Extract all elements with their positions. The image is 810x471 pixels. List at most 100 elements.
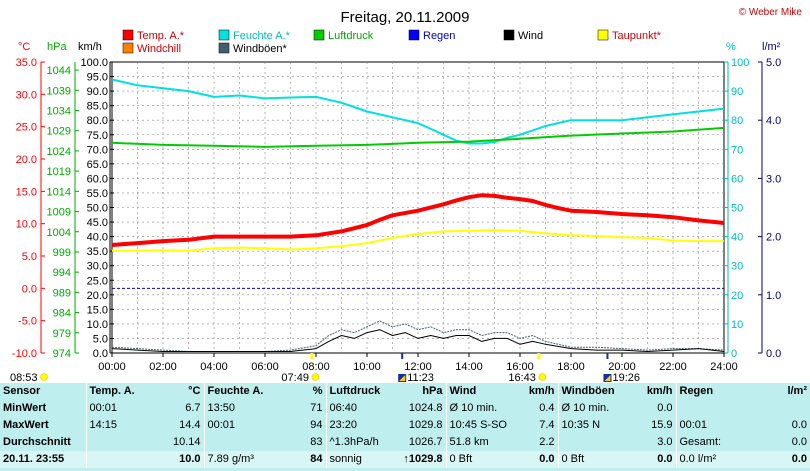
x-tick-label: 16:00 [506, 361, 534, 373]
stat-cell: km/h [638, 383, 677, 400]
tick-label-humidity: 100 [731, 57, 749, 69]
right-strip [800, 30, 810, 360]
stat-cell: Wind [449, 385, 477, 397]
tick-label-wind: 10.0 [87, 319, 108, 331]
tick-label-humidity: 30 [731, 261, 743, 273]
x-tick-label: 12:00 [404, 361, 432, 373]
tick-label-pressure: 984 [53, 308, 71, 320]
tick-label-pressure: 1014 [47, 186, 71, 198]
stat-cell: 3.0 [638, 434, 677, 451]
stat-cell: Regen [679, 385, 714, 397]
tick-label-rain: 2.0 [766, 232, 781, 244]
moon-phase [604, 375, 611, 381]
tick-label-wind: 90.0 [87, 86, 108, 98]
y-axes: 35.0 30.0 25.0 20.0 15.0 10.0 5.0 0.0 -5.0 -10.0 1… [12, 57, 781, 360]
stat-cell [86, 451, 144, 468]
stat-cell: sonnig [329, 453, 362, 465]
tick-label-rain: 0.0 [766, 348, 781, 360]
statistics-panel: Sensor Temp. A. °C Feuchte A.% Luftdruck hPa W… [0, 383, 810, 471]
stat-cell: MaxWert [0, 417, 87, 434]
tick-label-pressure: 1024 [47, 146, 71, 158]
tick-label-temp: 15.0 [16, 186, 37, 198]
x-tick-label: 22:00 [659, 361, 687, 373]
x-tick-label: 14:00 [455, 361, 483, 373]
tick-label-temp: -5.0 [18, 316, 37, 328]
stat-cell: 0 Bft [449, 453, 473, 465]
tick-label-pressure: 1004 [47, 227, 71, 239]
tick-label-humidity: 50 [731, 203, 743, 215]
stat-cell: 0.0 [791, 453, 807, 465]
tick-label-rain: 3.0 [766, 173, 781, 185]
legend-swatch-temp [122, 29, 134, 41]
statistics-table: Sensor Temp. A. °C Feuchte A.% Luftdruck hPa W… [0, 383, 810, 468]
stat-cell: Gesamt: [679, 436, 722, 448]
legend-label-dewpoint: Taupunkt* [612, 30, 662, 42]
stat-cell: 06:40 [329, 402, 358, 414]
tick-label-wind: 75.0 [87, 130, 108, 142]
tick-label-temp: 30.0 [16, 89, 37, 101]
stat-cell: Ø 10 min. [561, 402, 610, 414]
stat-cell: 1024.8 [388, 400, 447, 417]
stat-cell: l/m² [787, 385, 807, 397]
stat-cell [86, 434, 144, 451]
stat-cell [204, 434, 290, 451]
tick-label-wind: 0.0 [93, 348, 108, 360]
moon-prev-set: 08:53 [10, 372, 38, 383]
tick-label-rain: 5.0 [766, 57, 781, 69]
stat-cell: Ø 10 min. [449, 402, 498, 414]
stat-row: MinWert 00:01 6.7 13:50 71 06:40 1024.8 Ø 10 mi… [0, 400, 810, 417]
stat-cell: 20.11. 23:55 [0, 451, 87, 468]
x-axis: 00:00 02:00 04:00 06:00 08:00 10:00 12:00 14:00… [98, 353, 738, 373]
stat-row: Durchschnitt 10.14 83 ^1.3hPa/h 1026.7 51.8 k… [0, 434, 810, 451]
x-tick-label: 24:00 [710, 361, 738, 373]
legend-label-gust: Windböen* [233, 43, 288, 55]
axis-units: °C hPa km/h% l/m² [18, 41, 781, 53]
x-tick-label: 06:00 [251, 361, 279, 373]
tick-label-wind: 40.0 [87, 232, 108, 244]
tick-label-rain: 1.0 [766, 290, 781, 302]
tick-label-wind: 45.0 [87, 217, 108, 229]
tick-label-wind: 70.0 [87, 144, 108, 156]
sunrise-mark [310, 353, 314, 359]
series-lines [111, 78, 725, 352]
stat-cell: Sensor [0, 383, 87, 400]
tick-label-pressure: 1044 [47, 65, 71, 77]
x-tick-label: 04:00 [200, 361, 228, 373]
legend-swatch-rain [408, 29, 420, 41]
stat-row: Sensor Temp. A. °C Feuchte A.% Luftdruck hPa W… [0, 383, 810, 400]
stat-cell: 0.0 [791, 436, 807, 448]
stat-cell: 10:35 N [561, 419, 601, 431]
series-dewpoint [112, 229, 724, 252]
legend: Temp. A.* Feuchte A.* Luftdruck Regen Wind Ta… [122, 29, 662, 55]
tick-label-wind: 85.0 [87, 101, 108, 113]
x-tick-label: 00:00 [98, 361, 126, 373]
stat-cell: hPa [388, 383, 447, 400]
tick-label-pressure: 1029 [47, 126, 71, 138]
sun-icon [40, 373, 48, 381]
tick-label-humidity: 10 [731, 319, 743, 331]
sunrise-time: 07:49 [281, 372, 309, 383]
stat-cell: 1026.7 [388, 434, 447, 451]
legend-swatch-dewpoint [597, 29, 609, 41]
tick-label-wind: 15.0 [87, 304, 108, 316]
stat-cell: Feuchte A. [207, 385, 264, 397]
x-tick-label: 10:00 [353, 361, 381, 373]
stat-cell: Luftdruck [329, 385, 381, 397]
tick-label-pressure: 1009 [47, 207, 71, 219]
chart-title: Freitag, 20.11.2009 [341, 9, 470, 26]
tick-label-humidity: 60 [731, 173, 743, 185]
sunset-mark [537, 353, 541, 359]
legend-label-rain: Regen [423, 30, 455, 42]
stat-cell: ^1.3hPa/h [329, 436, 379, 448]
tick-label-wind: 60.0 [87, 173, 108, 185]
tick-label-wind: 100.0 [80, 57, 108, 69]
x-tick-label: 02:00 [149, 361, 177, 373]
sunset-time: 16:43 [508, 372, 536, 383]
stat-cell: 7.4 [518, 417, 559, 434]
tick-label-humidity: 80 [731, 115, 743, 127]
stat-cell [558, 434, 638, 451]
moon-phase [399, 375, 406, 381]
stat-cell: Windböen [561, 385, 615, 397]
stat-cell: 2.2 [518, 434, 559, 451]
stat-cell: 0.0 l/m² [679, 453, 717, 465]
